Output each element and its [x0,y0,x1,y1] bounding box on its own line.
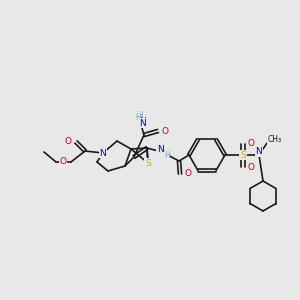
Text: CH₃: CH₃ [268,136,282,145]
Text: H: H [164,152,170,160]
Text: O: O [161,127,169,136]
Text: O: O [64,137,71,146]
Text: N: N [100,148,106,158]
Text: O: O [59,158,67,166]
Text: H: H [135,112,141,122]
Text: O: O [248,140,254,148]
Text: O: O [248,163,254,172]
Text: N: N [140,118,146,127]
Text: S: S [240,151,246,160]
Text: H: H [137,112,143,121]
Text: N: N [139,118,145,127]
Text: N: N [157,145,164,154]
Text: O: O [184,169,191,178]
Text: S: S [145,158,151,167]
Text: N: N [256,148,262,157]
